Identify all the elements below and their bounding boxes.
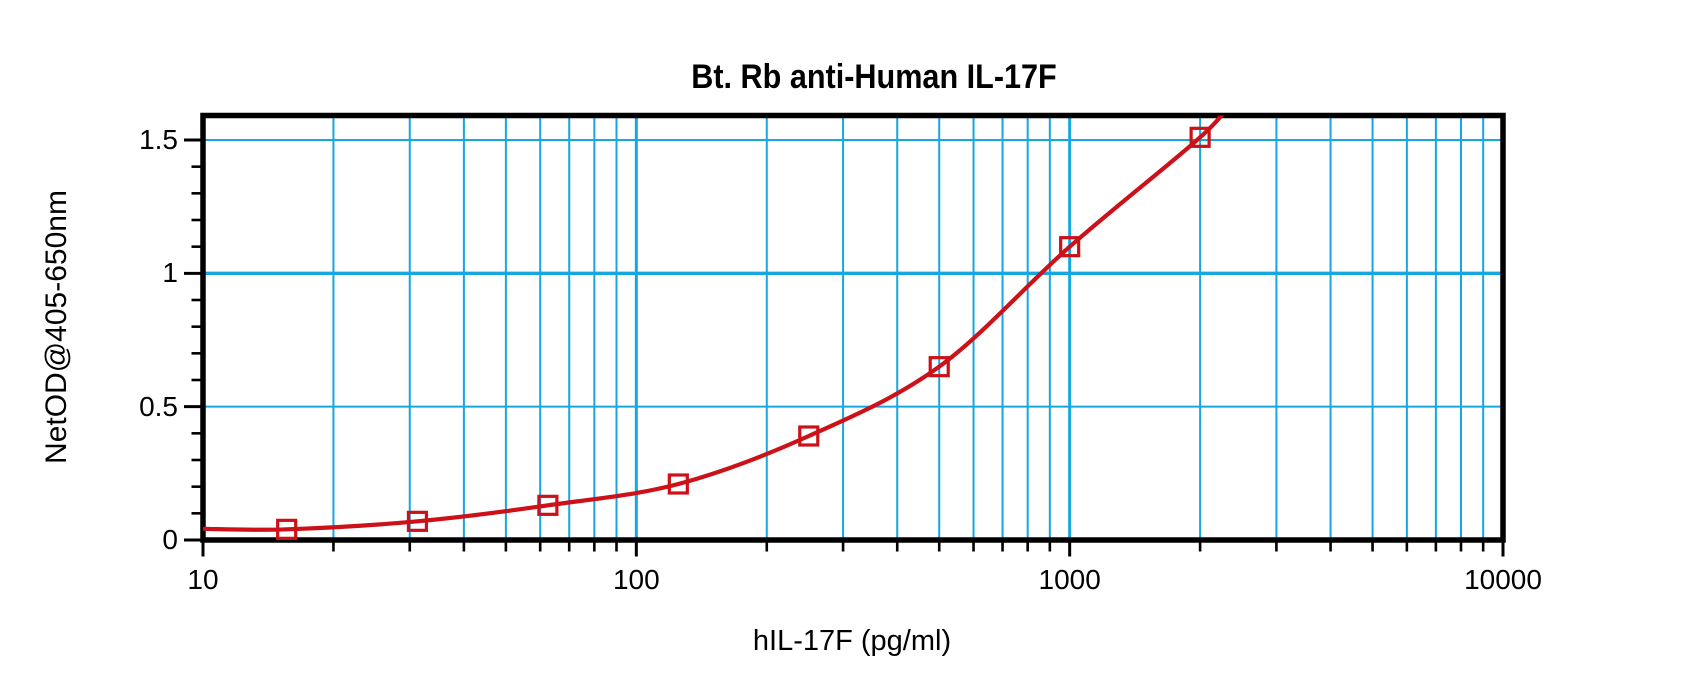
data-point-marker	[667, 473, 689, 495]
plot-border	[200, 112, 1506, 543]
data-point-marker	[1059, 236, 1081, 258]
chart-title: Bt. Rb anti-Human IL-17F	[691, 58, 1057, 96]
x-tick-label: 1000	[1038, 564, 1101, 595]
x-tick-label: 10	[187, 564, 219, 595]
x-tick-label: 100	[612, 564, 660, 595]
data-point-marker	[406, 510, 429, 532]
standard-curve	[203, 115, 1225, 532]
y-tick-label: 1	[162, 257, 178, 289]
x-axis-label: hIL-17F (pg/ml)	[752, 625, 952, 657]
data-point-marker	[537, 494, 559, 516]
x-tick-label: 10000	[1464, 564, 1542, 595]
data-point-marker	[1189, 126, 1211, 148]
y-tick-label: 0	[162, 524, 178, 555]
y-tick-label: 0.5	[139, 390, 178, 422]
y-axis-label: NetOD@405-650nm	[40, 190, 73, 464]
data-point-marker	[798, 425, 820, 447]
y-tick-label: 1.5	[139, 123, 178, 155]
data-point-marker	[928, 356, 950, 378]
data-point-marker	[276, 518, 298, 540]
